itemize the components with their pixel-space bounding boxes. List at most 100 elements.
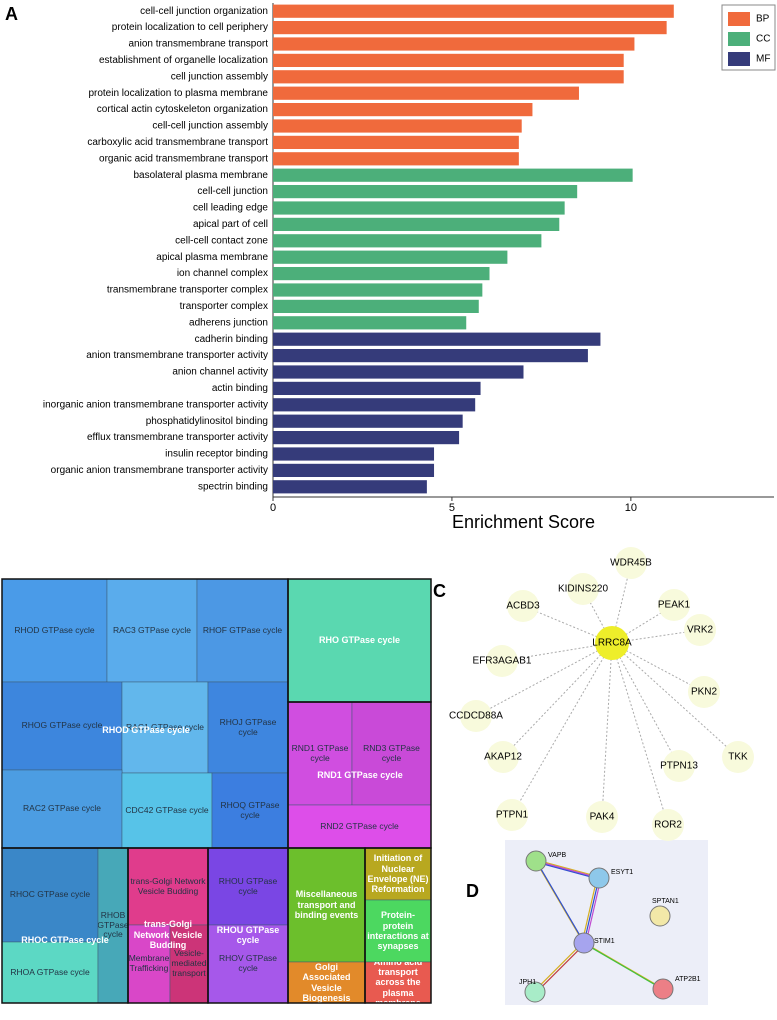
treemap-cell: [1, 941, 99, 1004]
protein-node: [649, 905, 671, 927]
bar: [273, 299, 479, 313]
treemap-group-label-box: trans-Golgi Network Vesicle Budding: [134, 919, 203, 950]
network-node: [684, 614, 716, 646]
interaction-edge: [536, 861, 586, 945]
x-tick-label: 0: [270, 502, 276, 514]
bar: [273, 480, 427, 494]
category-label: apical part of cell: [193, 219, 268, 230]
node-label: WDR45B: [610, 558, 652, 569]
treemap-label: RHOV GTPase cycle: [218, 953, 278, 973]
bar: [273, 316, 467, 330]
bar: [273, 267, 490, 281]
category-label: anion channel activity: [172, 367, 268, 378]
bar: [273, 70, 624, 84]
treemap-cell: [121, 681, 209, 774]
category-label: organic anion transmembrane transporter …: [51, 465, 268, 476]
treemap-label: Vesicle-mediated transport: [171, 948, 207, 978]
category-label: cell leading edge: [193, 203, 268, 214]
treemap-label: RHOU GTPase cycle: [218, 875, 278, 896]
interaction-edge: [535, 860, 600, 879]
network-node: [652, 809, 684, 841]
treemap-cell: [169, 924, 209, 1004]
treemap-label: RHOQ GTPase cycle: [220, 799, 280, 820]
treemap-group-border: [364, 847, 432, 1004]
bar: [273, 135, 519, 149]
treemap-label-box: RAC1 GTPase cycle: [126, 722, 204, 732]
treemap-cell: [196, 578, 289, 683]
treemap-label: RND3 GTPase cycle: [363, 742, 420, 763]
treemap-cell: [364, 847, 432, 901]
bar: [273, 349, 588, 363]
network-node: [507, 590, 539, 622]
node-label: PEAK1: [658, 600, 691, 611]
category-label: cell junction assembly: [171, 71, 268, 82]
treemap-label-box: RHOF GTPase cycle: [202, 624, 283, 635]
panel-label: C: [433, 581, 446, 601]
protein-label: ESYT1: [611, 869, 633, 876]
category-label: anion transmembrane transporter activity: [86, 350, 268, 361]
treemap-cell: [127, 924, 171, 1004]
bar: [273, 201, 565, 215]
category-label: cortical actin cytoskeleton organization: [97, 104, 268, 115]
treemap-label: RHOF GTPase cycle: [202, 624, 283, 635]
legend-swatch: [728, 32, 750, 46]
category-label: organic acid transmembrane transport: [99, 153, 268, 164]
bar: [273, 185, 578, 199]
network-node: [658, 589, 690, 621]
protein-label: ATP2B1: [675, 976, 701, 983]
protein-label: STIM1: [594, 938, 615, 945]
node-label: KIDINS220: [558, 584, 608, 595]
category-label: cadherin binding: [195, 334, 268, 345]
treemap-cell: [207, 681, 289, 774]
network-edge: [611, 642, 680, 767]
node-label: PAK4: [590, 812, 615, 823]
bar: [273, 4, 674, 18]
treemap-label-box: RHOG GTPase cycle: [21, 720, 103, 731]
legend-label: CC: [756, 34, 770, 45]
network-node: [460, 700, 492, 732]
treemap-label: Protein-protein interactions at synapses: [367, 910, 429, 952]
category-label: efflux transmembrane transporter activit…: [87, 432, 268, 443]
bar: [273, 37, 635, 51]
treemap-label-box: RHOU GTPase cycle: [218, 875, 278, 896]
treemap-label-box: CDC42 GTPase cycle: [125, 804, 209, 815]
treemap-label: RAC2 GTPase cycle: [23, 803, 101, 814]
x-axis-title: Enrichment Score: [452, 512, 595, 532]
treemap-cell: [287, 578, 432, 703]
treemap-label-box: trans-Golgi Network Vesicle Budding: [130, 876, 205, 896]
treemap-label: RHOG GTPase cycle: [21, 720, 103, 731]
protein-node: [525, 850, 547, 872]
bar: [273, 381, 481, 395]
treemap-label-box: RND3 GTPase cycle: [363, 742, 420, 763]
category-label: cell-cell junction: [197, 186, 268, 197]
network-node: [486, 645, 518, 677]
category-label: basolateral plasma membrane: [133, 170, 268, 181]
network-edge: [611, 642, 739, 758]
network-node: [615, 547, 647, 579]
treemap-cell: [211, 772, 289, 849]
treemap-cell: [1, 769, 123, 849]
category-label: protein localization to plasma membrane: [88, 88, 268, 99]
category-label: actin binding: [212, 383, 268, 394]
category-label: carboxylic acid transmembrane transport: [87, 137, 268, 148]
treemap-label-box: RHOV GTPase cycle: [218, 953, 278, 973]
node-label: LRRC8A: [592, 638, 632, 649]
treemap-label: RHOD GTPase cycle: [14, 624, 95, 635]
treemap-label-box: Vesicle-mediated transport: [171, 948, 207, 978]
treemap-label: CDC42 GTPase cycle: [125, 804, 209, 815]
network-node: [663, 750, 695, 782]
category-label: cell-cell junction organization: [140, 6, 268, 17]
treemap-group-label-box: RHOC GTPase cycle: [21, 935, 109, 945]
treemap-label-box: RHOB GTPase cycle: [98, 910, 128, 939]
node-label: VRK2: [687, 625, 714, 636]
treemap-label: Miscellaneous transport and binding even…: [294, 889, 359, 921]
panel-label: A: [5, 4, 18, 24]
treemap-label-box: RHOC GTPase cycle: [10, 889, 90, 899]
network-edge: [475, 642, 613, 717]
treemap-group-label: RHOU GTPase cycle: [216, 925, 280, 945]
node-label: PTPN1: [496, 810, 529, 821]
network-node: [567, 573, 599, 605]
interaction-edge: [533, 941, 584, 992]
protein-label: VAPB: [548, 852, 566, 859]
treemap-cell: [127, 847, 209, 926]
